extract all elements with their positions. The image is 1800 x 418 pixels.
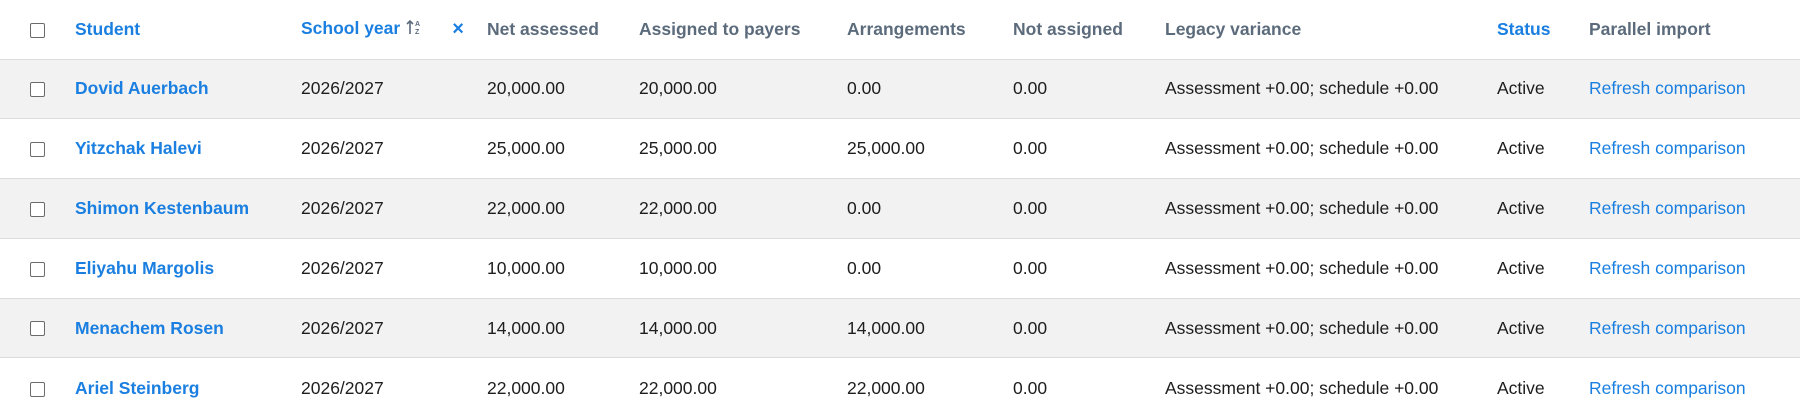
table-row: Shimon Kestenbaum 2026/2027 22,000.00 22,00… xyxy=(0,178,1800,239)
table-row: Yitzchak Halevi 2026/2027 25,000.00 25,000.… xyxy=(0,118,1800,179)
column-header: Arrangements xyxy=(847,0,1013,59)
table-cell: 20,000.00 xyxy=(639,78,717,99)
table-cell: 2026/2027 xyxy=(301,317,384,338)
row-checkbox[interactable] xyxy=(0,358,75,418)
table-cell: Active xyxy=(1497,78,1545,99)
table-cell: 22,000.00 xyxy=(847,377,925,398)
student-link[interactable]: Yitzchak Halevi xyxy=(75,138,202,159)
table-cell: Active xyxy=(1497,138,1545,159)
table-cell: 20,000.00 xyxy=(487,78,565,99)
column-header: Parallel import xyxy=(1589,0,1800,59)
table-cell: Active xyxy=(1497,377,1545,398)
table-cell: 2026/2027 xyxy=(301,257,384,278)
column-header[interactable]: School year A Z × xyxy=(301,0,487,59)
student-link[interactable]: Ariel Steinberg xyxy=(75,377,200,398)
student-link[interactable]: Eliyahu Margolis xyxy=(75,257,215,278)
table-cell: Assessment +0.00; schedule +0.00 xyxy=(1165,78,1439,99)
table-cell: 10,000.00 xyxy=(487,257,565,278)
refresh-link[interactable]: Refresh comparison xyxy=(1589,377,1746,398)
column-header-text: Legacy variance xyxy=(1165,18,1302,39)
clear-sort-button[interactable]: × xyxy=(452,17,464,40)
select-all-checkbox[interactable] xyxy=(0,0,75,59)
table-cell: 0.00 xyxy=(1013,257,1048,278)
column-header-text: Net assessed xyxy=(487,18,599,39)
table-cell: Active xyxy=(1497,257,1545,278)
table-cell: 14,000.00 xyxy=(487,317,565,338)
column-header: Not assigned xyxy=(1013,0,1165,59)
header-row: Student School year A Z × Net assessed Assigne… xyxy=(0,0,1800,59)
table-cell: 0.00 xyxy=(1013,377,1048,398)
column-header-text: Not assigned xyxy=(1013,18,1123,39)
column-header-text: Arrangements xyxy=(847,18,966,39)
table-cell: Assessment +0.00; schedule +0.00 xyxy=(1165,138,1439,159)
table-cell: 0.00 xyxy=(1013,78,1048,99)
table-cell: 0.00 xyxy=(1013,138,1048,159)
table-cell: Active xyxy=(1497,317,1545,338)
table-row: Ariel Steinberg 2026/2027 22,000.00 22,000.… xyxy=(0,357,1800,418)
table-cell: Assessment +0.00; schedule +0.00 xyxy=(1165,377,1439,398)
table-cell: 22,000.00 xyxy=(639,377,717,398)
table-cell: Assessment +0.00; schedule +0.00 xyxy=(1165,197,1439,218)
table-cell: 2026/2027 xyxy=(301,138,384,159)
column-header-text: Student xyxy=(75,18,141,39)
table-cell: 0.00 xyxy=(847,197,882,218)
column-header-text: School year xyxy=(301,17,401,38)
table-cell: 0.00 xyxy=(847,78,882,99)
table-cell: 0.00 xyxy=(1013,197,1048,218)
student-link[interactable]: Dovid Auerbach xyxy=(75,78,209,99)
table-row: Dovid Auerbach 2026/2027 20,000.00 20,000.0… xyxy=(0,59,1800,119)
table-cell: 2026/2027 xyxy=(301,377,384,398)
table-body: Dovid Auerbach 2026/2027 20,000.00 20,000.0… xyxy=(0,59,1800,418)
table-cell: 25,000.00 xyxy=(639,138,717,159)
refresh-link[interactable]: Refresh comparison xyxy=(1589,257,1746,278)
table-cell: 2026/2027 xyxy=(301,78,384,99)
refresh-link[interactable]: Refresh comparison xyxy=(1589,78,1746,99)
refresh-link[interactable]: Refresh comparison xyxy=(1589,317,1746,338)
table-cell: 2026/2027 xyxy=(301,197,384,218)
row-checkbox[interactable] xyxy=(0,238,75,298)
table-cell: 25,000.00 xyxy=(847,138,925,159)
student-link[interactable]: Menachem Rosen xyxy=(75,317,224,338)
table-cell: 25,000.00 xyxy=(487,138,565,159)
table-cell: 14,000.00 xyxy=(847,317,925,338)
student-link[interactable]: Shimon Kestenbaum xyxy=(75,197,250,218)
table-cell: 0.00 xyxy=(1013,317,1048,338)
refresh-link[interactable]: Refresh comparison xyxy=(1589,138,1746,159)
row-checkbox[interactable] xyxy=(0,119,75,179)
table-cell: 10,000.00 xyxy=(639,257,717,278)
row-checkbox[interactable] xyxy=(0,298,75,358)
column-header: Assigned to payers xyxy=(639,0,847,59)
table-cell: 22,000.00 xyxy=(487,377,565,398)
table-cell: 0.00 xyxy=(847,257,882,278)
table-cell: Assessment +0.00; schedule +0.00 xyxy=(1165,257,1439,278)
table-cell: Active xyxy=(1497,197,1545,218)
column-header: Net assessed xyxy=(487,0,639,59)
column-header-text: Parallel import xyxy=(1589,18,1711,39)
table-cell: Assessment +0.00; schedule +0.00 xyxy=(1165,317,1439,338)
table-cell: 22,000.00 xyxy=(487,197,565,218)
table-cell: 14,000.00 xyxy=(639,317,717,338)
column-header-text: Assigned to payers xyxy=(639,18,801,39)
column-header[interactable]: Status xyxy=(1497,0,1589,59)
svg-text:A: A xyxy=(415,21,420,28)
refresh-link[interactable]: Refresh comparison xyxy=(1589,197,1746,218)
table-cell: 22,000.00 xyxy=(639,197,717,218)
table-row: Eliyahu Margolis 2026/2027 10,000.00 10,000… xyxy=(0,238,1800,298)
column-header[interactable]: Student xyxy=(75,0,301,59)
column-header-text: Status xyxy=(1497,18,1551,39)
row-checkbox[interactable] xyxy=(0,59,75,119)
svg-text:Z: Z xyxy=(415,29,420,36)
column-header: Legacy variance xyxy=(1165,0,1497,59)
row-checkbox[interactable] xyxy=(0,179,75,239)
table-row: Menachem Rosen 2026/2027 14,000.00 14,000.0… xyxy=(0,298,1800,358)
